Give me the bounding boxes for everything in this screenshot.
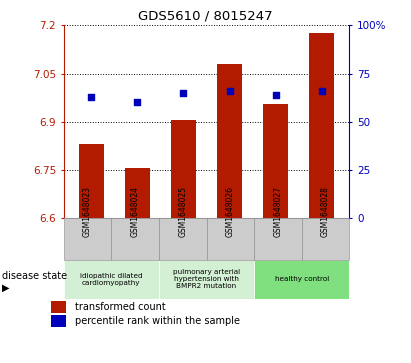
Text: GSM1648026: GSM1648026 [226, 186, 235, 237]
Text: GSM1648028: GSM1648028 [321, 186, 330, 237]
Point [134, 99, 141, 105]
Text: transformed count: transformed count [75, 302, 165, 312]
Bar [217, 64, 242, 218]
Point [319, 88, 325, 94]
Text: pulmonary arterial
hypertension with
BMPR2 mutation: pulmonary arterial hypertension with BMP… [173, 269, 240, 289]
Bar [125, 168, 150, 218]
Text: ▶: ▶ [2, 283, 9, 293]
Bar [51, 301, 66, 313]
Bar [159, 260, 254, 299]
Point [226, 88, 233, 94]
Text: GSM1648027: GSM1648027 [273, 186, 282, 237]
Point [180, 90, 187, 95]
Bar [309, 33, 335, 218]
Bar [79, 144, 104, 218]
Text: GSM1648023: GSM1648023 [83, 186, 92, 237]
Bar [254, 260, 349, 299]
Text: healthy control: healthy control [275, 276, 329, 282]
Text: idiopathic dilated
cardiomyopathy: idiopathic dilated cardiomyopathy [80, 273, 143, 286]
Text: percentile rank within the sample: percentile rank within the sample [75, 316, 240, 326]
Point [88, 94, 95, 99]
Bar [64, 260, 159, 299]
Text: GSM1648025: GSM1648025 [178, 186, 187, 237]
Text: GDS5610 / 8015247: GDS5610 / 8015247 [138, 9, 273, 22]
Text: disease state: disease state [2, 270, 67, 281]
Text: GSM1648024: GSM1648024 [131, 186, 140, 237]
Point [272, 92, 279, 98]
Bar [171, 120, 196, 218]
Bar [263, 104, 288, 218]
Bar [51, 315, 66, 327]
